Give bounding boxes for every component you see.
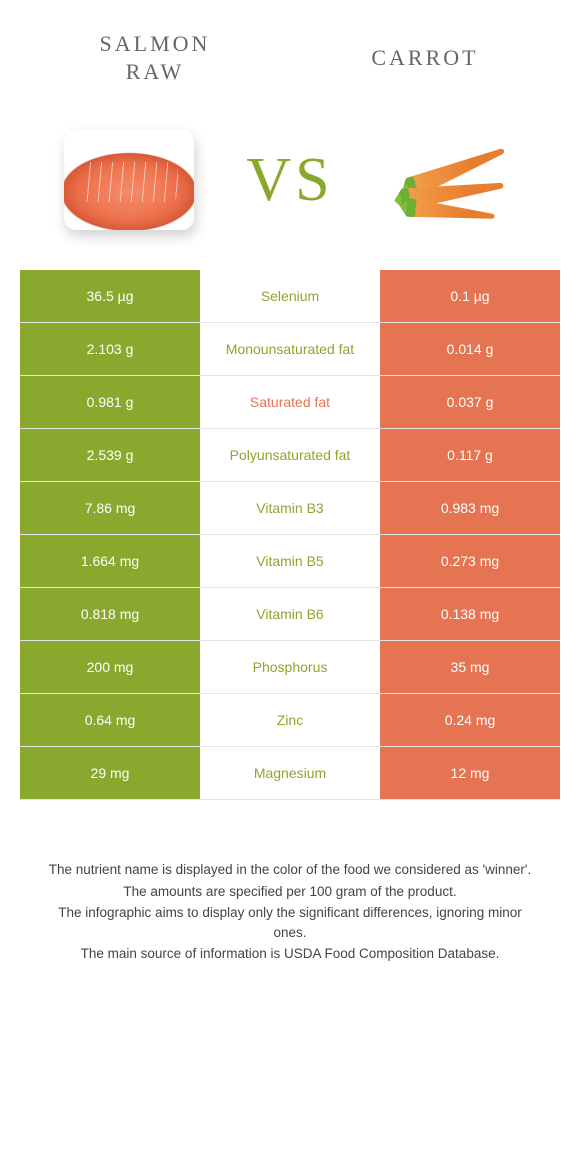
- cell-nutrient-name: Monounsaturated fat: [200, 323, 380, 375]
- cell-nutrient-name: Zinc: [200, 694, 380, 746]
- cell-left-value: 0.981 g: [20, 376, 200, 428]
- cell-left-value: 29 mg: [20, 747, 200, 799]
- footnote-line: The main source of information is USDA F…: [40, 944, 540, 964]
- food-title-left-line1: Salmon: [100, 31, 211, 56]
- table-row: 0.981 gSaturated fat0.037 g: [20, 376, 560, 429]
- cell-left-value: 1.664 mg: [20, 535, 200, 587]
- cell-nutrient-name: Vitamin B3: [200, 482, 380, 534]
- cell-left-value: 36.5 µg: [20, 270, 200, 322]
- carrot-icon: [376, 120, 526, 240]
- table-row: 36.5 µgSelenium0.1 µg: [20, 270, 560, 323]
- salmon-image: [49, 115, 209, 245]
- cell-nutrient-name: Phosphorus: [200, 641, 380, 693]
- table-row: 7.86 mgVitamin B30.983 mg: [20, 482, 560, 535]
- cell-right-value: 35 mg: [380, 641, 560, 693]
- food-title-left-line2: raw: [126, 59, 185, 84]
- cell-right-value: 0.24 mg: [380, 694, 560, 746]
- food-title-left: Salmon raw: [55, 30, 255, 85]
- cell-left-value: 7.86 mg: [20, 482, 200, 534]
- cell-nutrient-name: Polyunsaturated fat: [200, 429, 380, 481]
- cell-nutrient-name: Magnesium: [200, 747, 380, 799]
- food-title-right: Carrot: [325, 44, 525, 72]
- cell-nutrient-name: Selenium: [200, 270, 380, 322]
- cell-left-value: 2.103 g: [20, 323, 200, 375]
- table-row: 0.818 mgVitamin B60.138 mg: [20, 588, 560, 641]
- carrot-image: [371, 115, 531, 245]
- footnotes: The nutrient name is displayed in the co…: [40, 860, 540, 964]
- table-row: 29 mgMagnesium12 mg: [20, 747, 560, 800]
- footnote-line: The nutrient name is displayed in the co…: [40, 860, 540, 880]
- cell-right-value: 0.983 mg: [380, 482, 560, 534]
- cell-left-value: 200 mg: [20, 641, 200, 693]
- nutrient-table: 36.5 µgSelenium0.1 µg2.103 gMonounsatura…: [20, 270, 560, 800]
- cell-nutrient-name: Saturated fat: [200, 376, 380, 428]
- cell-right-value: 0.138 mg: [380, 588, 560, 640]
- table-row: 1.664 mgVitamin B50.273 mg: [20, 535, 560, 588]
- cell-right-value: 0.1 µg: [380, 270, 560, 322]
- vs-row: VS: [0, 95, 580, 270]
- vs-label: VS: [246, 145, 333, 216]
- cell-right-value: 0.117 g: [380, 429, 560, 481]
- footnote-line: The infographic aims to display only the…: [40, 903, 540, 942]
- cell-right-value: 0.273 mg: [380, 535, 560, 587]
- cell-left-value: 0.818 mg: [20, 588, 200, 640]
- table-row: 200 mgPhosphorus35 mg: [20, 641, 560, 694]
- cell-left-value: 2.539 g: [20, 429, 200, 481]
- cell-nutrient-name: Vitamin B6: [200, 588, 380, 640]
- cell-left-value: 0.64 mg: [20, 694, 200, 746]
- table-row: 0.64 mgZinc0.24 mg: [20, 694, 560, 747]
- salmon-icon: [64, 130, 194, 230]
- cell-right-value: 12 mg: [380, 747, 560, 799]
- cell-nutrient-name: Vitamin B5: [200, 535, 380, 587]
- table-row: 2.103 gMonounsaturated fat0.014 g: [20, 323, 560, 376]
- footnote-line: The amounts are specified per 100 gram o…: [40, 882, 540, 902]
- cell-right-value: 0.037 g: [380, 376, 560, 428]
- table-row: 2.539 gPolyunsaturated fat0.117 g: [20, 429, 560, 482]
- header: Salmon raw Carrot: [0, 0, 580, 95]
- cell-right-value: 0.014 g: [380, 323, 560, 375]
